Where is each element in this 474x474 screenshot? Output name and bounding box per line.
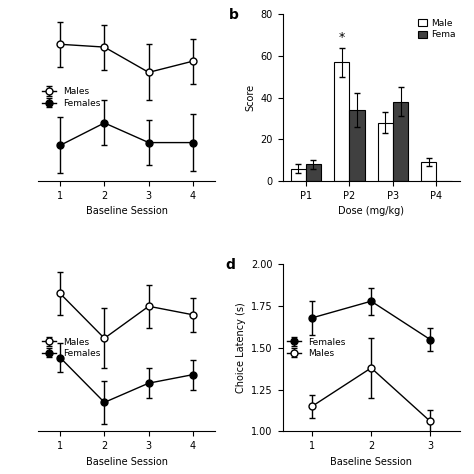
X-axis label: Baseline Session: Baseline Session — [85, 456, 167, 466]
Text: b: b — [229, 8, 239, 21]
X-axis label: Dose (mg/kg): Dose (mg/kg) — [338, 206, 404, 216]
Bar — [306, 164, 321, 181]
Legend: Females, Males: Females, Males — [287, 337, 345, 358]
X-axis label: Baseline Session: Baseline Session — [330, 456, 412, 466]
Legend: Male, Fema: Male, Fema — [418, 19, 455, 39]
Bar — [378, 123, 393, 181]
Y-axis label: Choice Latency (s): Choice Latency (s) — [236, 302, 246, 393]
X-axis label: Baseline Session: Baseline Session — [85, 206, 167, 216]
Text: *: * — [338, 31, 345, 45]
Text: d: d — [226, 258, 236, 272]
Bar — [393, 102, 408, 181]
Bar — [349, 110, 365, 181]
Bar — [291, 169, 306, 181]
Y-axis label: Score: Score — [245, 84, 255, 111]
Bar — [334, 62, 349, 181]
Legend: Males, Females: Males, Females — [43, 87, 100, 108]
Bar — [421, 162, 437, 181]
Legend: Males, Females: Males, Females — [43, 337, 100, 358]
